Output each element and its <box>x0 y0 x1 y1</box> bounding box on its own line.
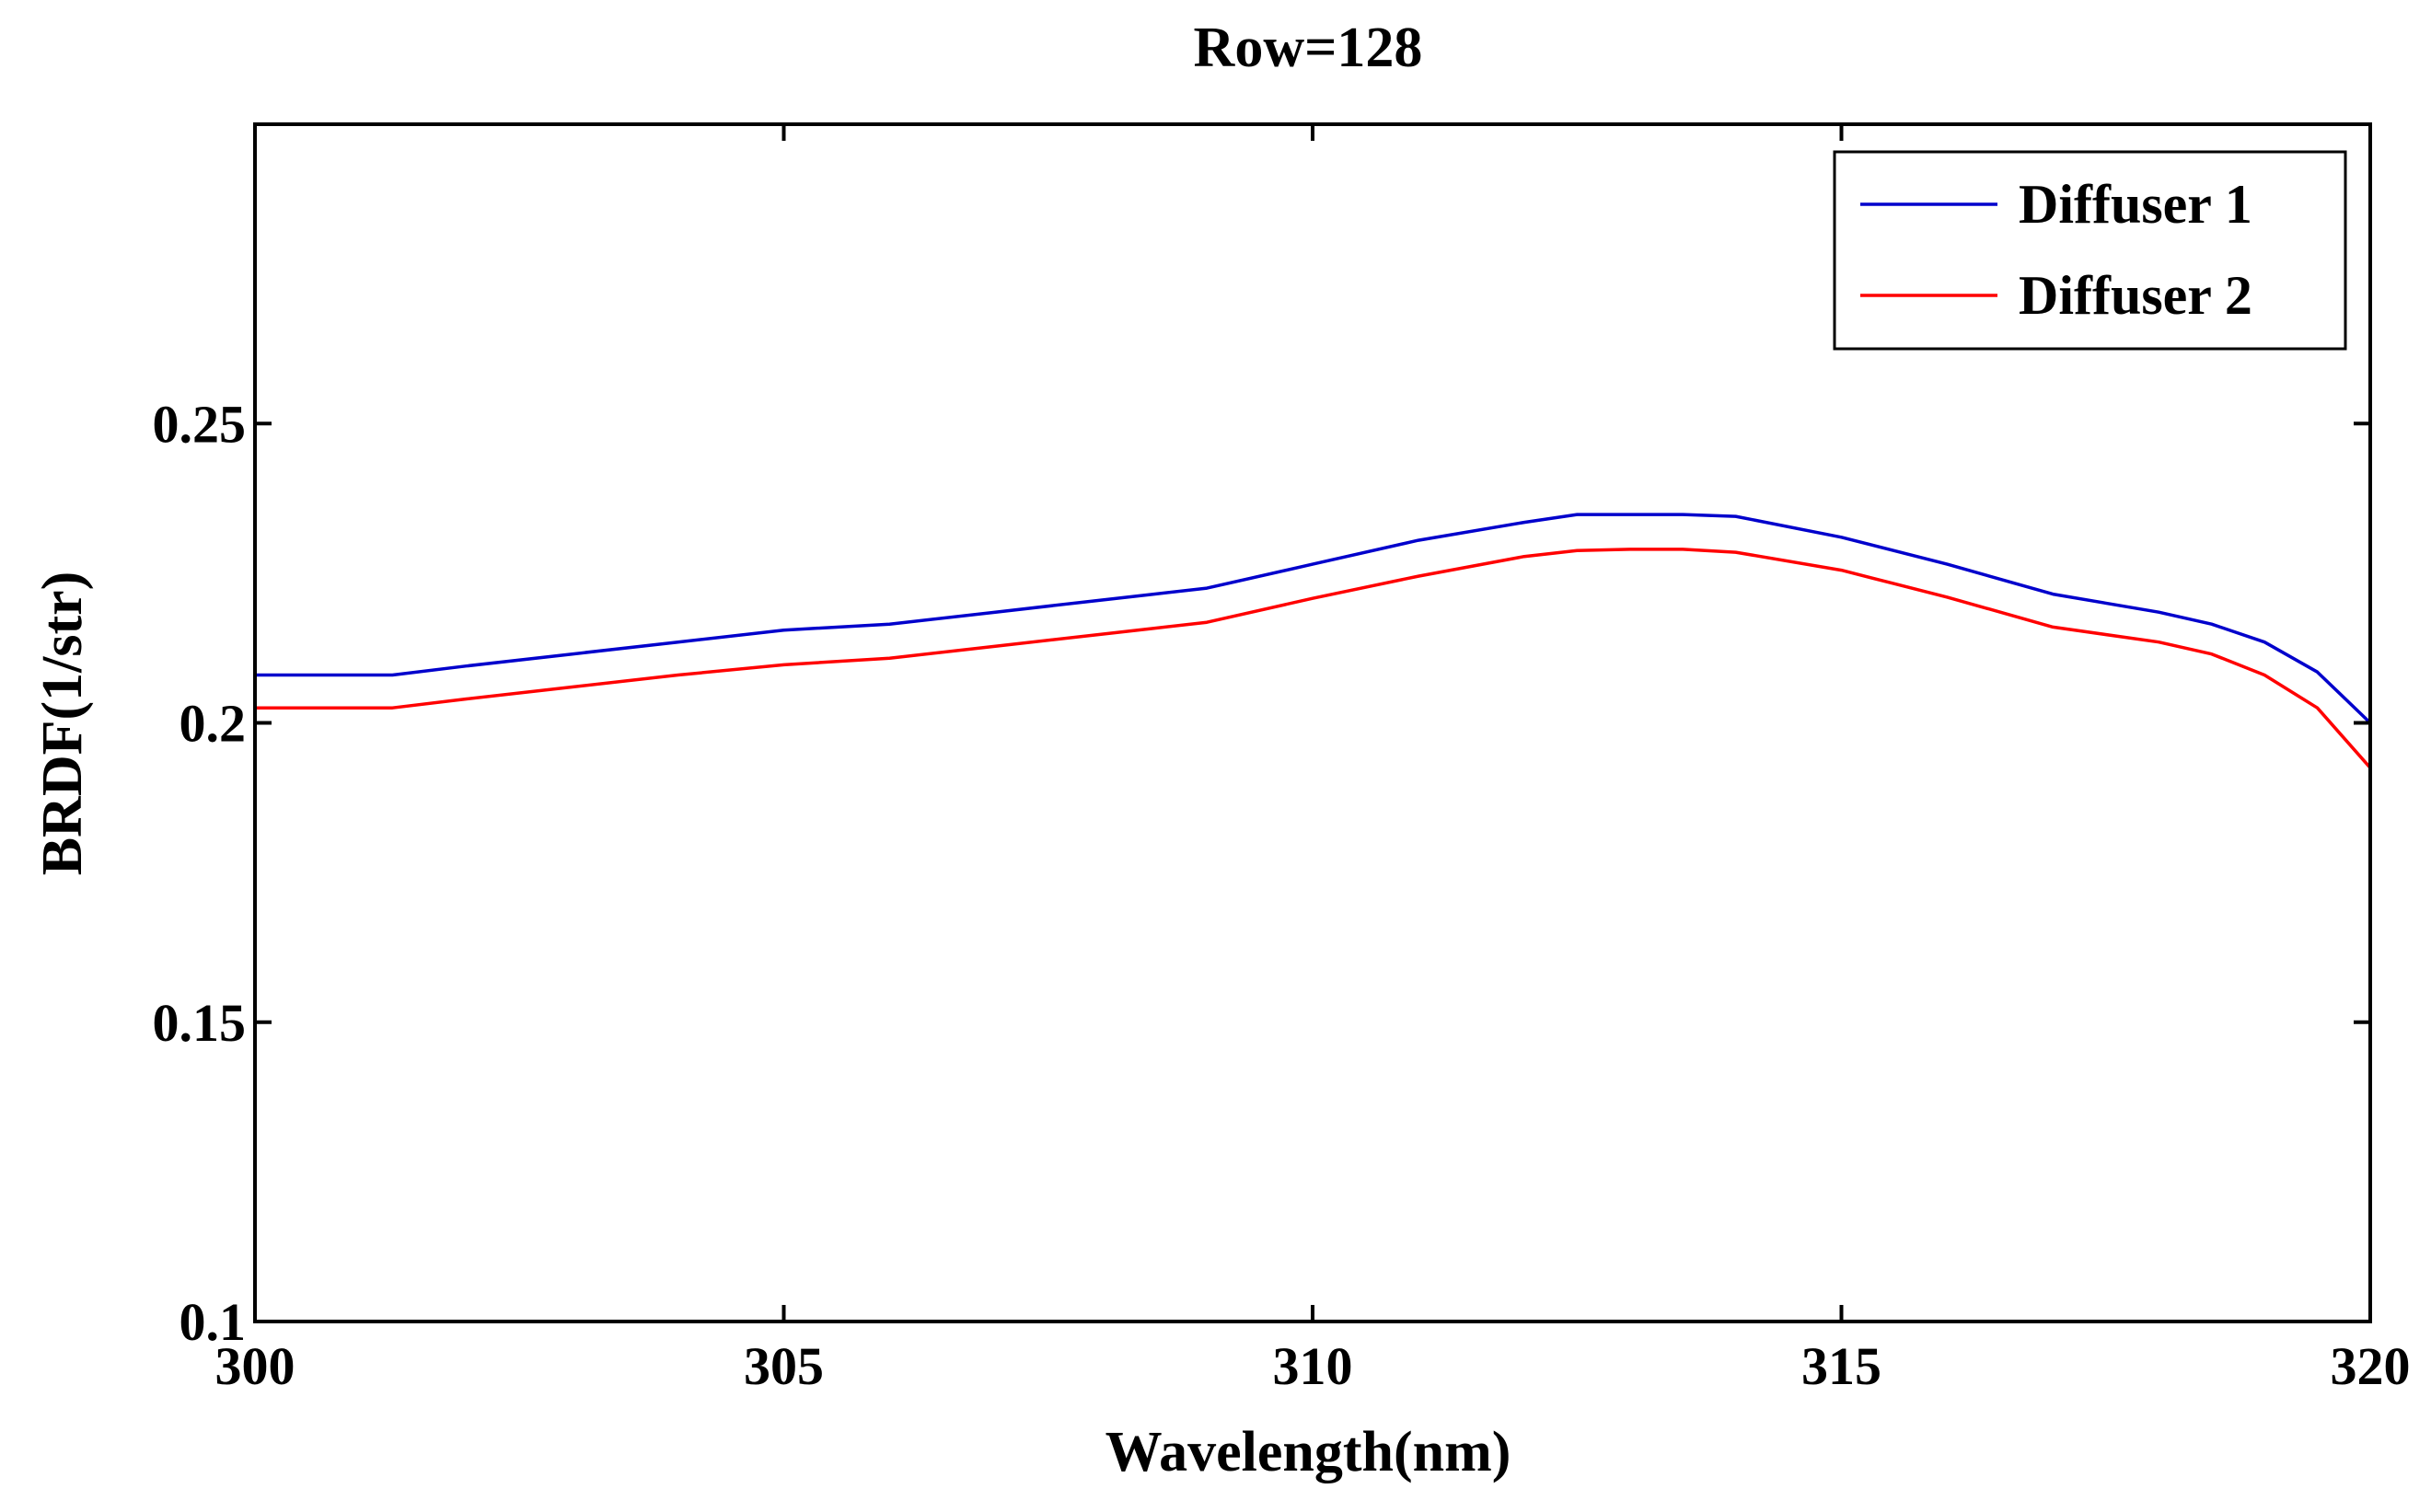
chart-title: Row=128 <box>1194 17 1423 79</box>
x-tick-label: 310 <box>1273 1336 1353 1396</box>
plot-frame <box>253 122 2372 1323</box>
x-tick-label: 305 <box>744 1336 824 1396</box>
legend-label-diffuser-2: Diffuser 2 <box>2019 265 2252 326</box>
x-axis-label: Wavelength(nm) <box>1106 1421 1511 1483</box>
x-tick-label: 300 <box>215 1336 295 1396</box>
y-tick-label: 0.15 <box>153 993 247 1053</box>
y-axis-label: BRDF(1/str) <box>31 571 94 876</box>
series-layer <box>255 513 2372 769</box>
y-tick-label: 0.25 <box>153 394 247 454</box>
x-tick-label: 320 <box>2331 1336 2411 1396</box>
legend: Diffuser 1 Diffuser 2 <box>1833 150 2347 351</box>
legend-label-diffuser-1: Diffuser 1 <box>2019 174 2252 235</box>
tick-layer: 300 305 310 315 320 0.1 0.15 0.2 0.25 <box>153 124 2411 1396</box>
series-line-diffuser-2 <box>255 548 2372 769</box>
series-line-diffuser-1 <box>255 513 2372 724</box>
x-tick-label: 315 <box>1801 1336 1881 1396</box>
legend-box <box>1833 150 2347 351</box>
y-tick-label: 0.1 <box>179 1292 247 1352</box>
y-tick-label: 0.2 <box>179 694 247 754</box>
